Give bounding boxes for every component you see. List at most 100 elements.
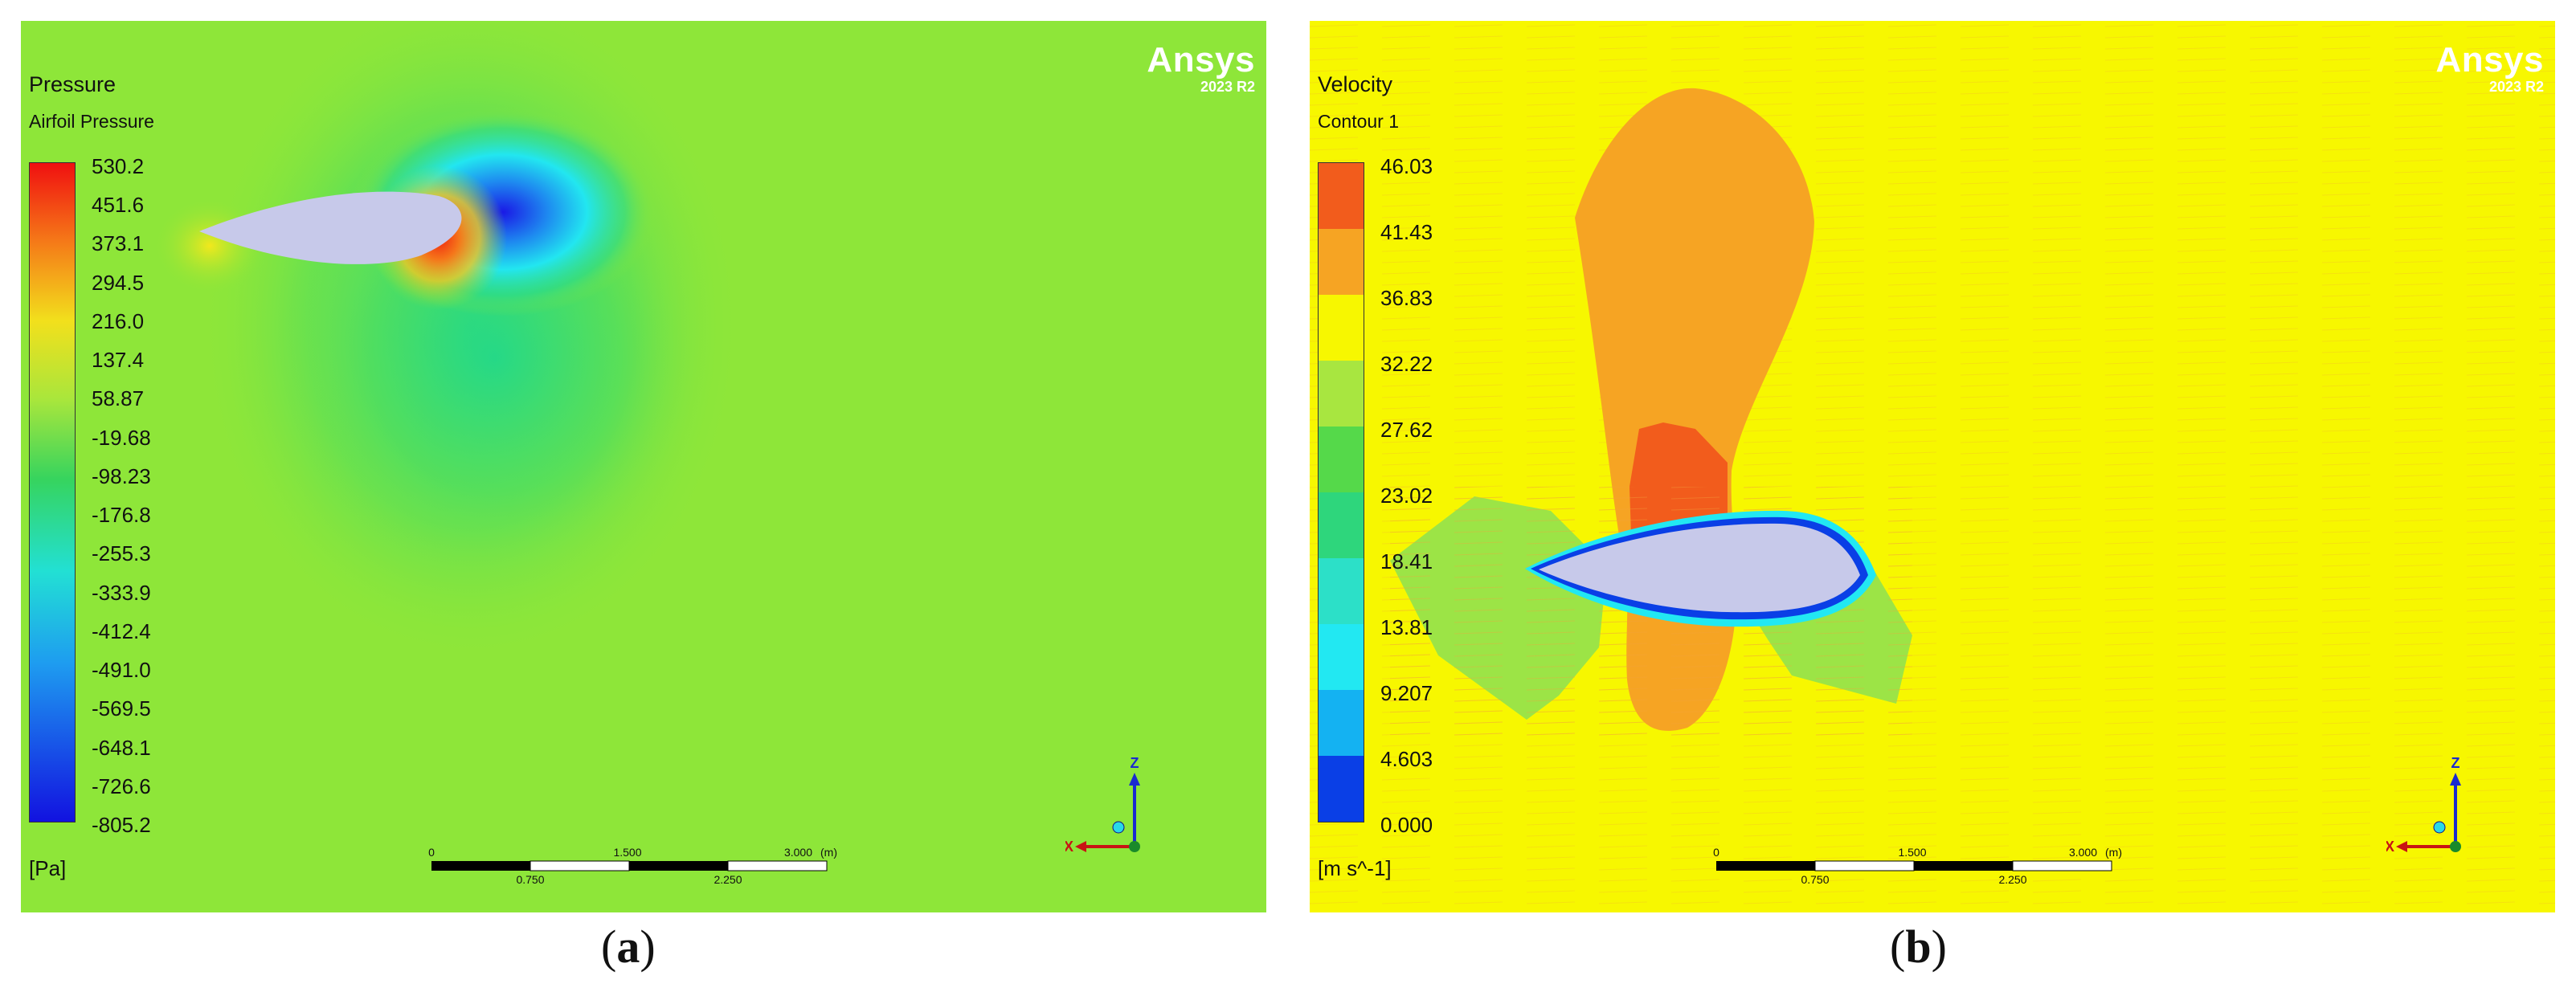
colorbar-band [1319, 163, 1364, 229]
colorbar-tick: -726.6 [92, 774, 151, 798]
logo-version: 2023 R2 [1200, 79, 1255, 95]
scale-segment [431, 861, 530, 871]
unit-label: [Pa] [29, 856, 67, 880]
colorbar-tick: -805.2 [92, 813, 151, 837]
velocity-contour-panel: Velocity Contour 1 46.03 41.43 36.83 32.… [1310, 21, 2555, 912]
scale-label: 0.750 [1801, 873, 1829, 886]
colorbar-band [1319, 690, 1364, 756]
scale-label: 0 [1713, 846, 1719, 859]
colorbar-tick: 23.02 [1380, 484, 1433, 508]
x-axis-arrow [1075, 841, 1086, 852]
z-axis-label: Z [2451, 755, 2460, 771]
plot-title: Pressure [29, 72, 117, 96]
unit-label: [m s^-1] [1318, 856, 1392, 880]
colorbar-tick: 0.000 [1380, 813, 1433, 837]
y-axis-dot [1112, 821, 1125, 834]
plot-title: Velocity [1318, 72, 1393, 96]
colorbar-tick: 530.2 [92, 154, 145, 178]
colorbar-tick: -412.4 [92, 619, 151, 643]
origin-dot [1129, 841, 1140, 852]
colorbar-tick: -648.1 [92, 736, 151, 760]
colorbar-band [1319, 492, 1364, 558]
y-axis-dot [2433, 821, 2446, 834]
colorbar-tick: -569.5 [92, 696, 151, 720]
colorbar-tick: -255.3 [92, 541, 151, 565]
plot-subtitle: Contour 1 [1318, 111, 1400, 132]
colorbar-tick-labels: 46.03 41.43 36.83 32.22 27.62 23.02 18.4… [1380, 154, 1541, 837]
scale-label: 0.750 [516, 873, 544, 886]
colorbar-tick: 373.1 [92, 231, 145, 255]
colorbar [29, 162, 76, 822]
colorbar-tick: 41.43 [1380, 220, 1433, 244]
logo-version: 2023 R2 [2488, 79, 2544, 95]
logo-name: Ansys [1147, 40, 1255, 80]
scale-segment [2012, 860, 2112, 871]
scale-unit: (m) [2105, 846, 2122, 859]
colorbar-band [1319, 361, 1364, 427]
freestream-streaks [1310, 21, 2555, 912]
caption-letter: b [1905, 920, 1932, 973]
colorbar-tick: -333.9 [92, 581, 151, 605]
colorbar-band [1319, 756, 1364, 822]
scale-label: 3.000 [784, 846, 812, 859]
ansys-logo: Ansys 2023 R2 [1147, 40, 1255, 96]
colorbar-tick: 216.0 [92, 309, 145, 333]
z-axis-label: Z [1131, 755, 1139, 771]
colorbar-band [1319, 624, 1364, 690]
panel-a-caption: (a) [601, 920, 656, 973]
scale-label: 1.500 [613, 846, 641, 859]
scale-segment [530, 860, 630, 871]
colorbar-tick: 451.6 [92, 193, 145, 217]
pressure-field-plot [153, 21, 744, 663]
caption-letter: a [616, 920, 640, 973]
colorbar-tick: 32.22 [1380, 352, 1433, 376]
colorbar-tick: 294.5 [92, 271, 145, 295]
z-axis-arrow [1129, 773, 1140, 786]
colorbar-tick: 137.4 [92, 348, 145, 372]
z-axis-arrow [2450, 773, 2461, 786]
axis-triad: Z X [1065, 755, 1140, 855]
colorbar-tick: -176.8 [92, 503, 151, 527]
colorbar-tick: 18.41 [1380, 549, 1433, 573]
colorbar-tick: -491.0 [92, 658, 151, 682]
panel-b-caption: (b) [1890, 920, 1947, 973]
airfoil-shape [1539, 523, 1860, 613]
x-axis-arrow [2396, 841, 2407, 852]
ansys-logo: Ansys 2023 R2 [2435, 40, 2544, 96]
scale-bar: 0 1.500 3.000 (m) 0.750 2.250 [1713, 846, 2122, 886]
colorbar-band [1319, 558, 1364, 624]
scale-segment [727, 860, 828, 871]
colorbar-band [1319, 427, 1364, 492]
colorbar [1318, 162, 1364, 822]
scale-label: 1.500 [1898, 846, 1926, 859]
scale-bar: 0 1.500 3.000 (m) 0.750 2.250 [428, 846, 837, 886]
x-axis-label: X [2386, 839, 2394, 855]
colorbar-tick: -19.68 [92, 426, 151, 450]
scale-label: 3.000 [2069, 846, 2097, 859]
plot-subtitle: Airfoil Pressure [29, 111, 154, 132]
scale-segment [1716, 861, 1815, 871]
colorbar-band [1319, 229, 1364, 295]
colorbar-tick: 27.62 [1380, 418, 1433, 442]
scale-segment [1814, 860, 1915, 871]
colorbar-tick: 13.81 [1380, 615, 1433, 639]
scale-segment [1914, 861, 2013, 871]
scale-label: 2.250 [714, 873, 742, 886]
velocity-field-plot [1310, 21, 2555, 912]
airfoil-shape [199, 191, 462, 264]
colorbar-tick: 36.83 [1380, 286, 1433, 310]
scale-label: 0 [428, 846, 435, 859]
scale-segment [629, 861, 728, 871]
colorbar-tick: -98.23 [92, 464, 151, 488]
colorbar-band [1319, 295, 1364, 361]
caption-close: ) [1931, 920, 1947, 973]
colorbar-tick: 58.87 [92, 386, 145, 410]
colorbar-tick: 4.603 [1380, 747, 1433, 771]
caption-open: ( [1890, 920, 1906, 973]
pressure-contour-panel: Pressure Airfoil Pressure 530.2 451.6 37… [21, 21, 1266, 912]
colorbar-tick: 9.207 [1380, 681, 1433, 705]
logo-name: Ansys [2435, 40, 2544, 80]
colorbar-tick-labels: 530.2 451.6 373.1 294.5 216.0 137.4 58.8… [92, 154, 252, 837]
scale-unit: (m) [820, 846, 837, 859]
axis-triad: Z X [2386, 755, 2461, 855]
